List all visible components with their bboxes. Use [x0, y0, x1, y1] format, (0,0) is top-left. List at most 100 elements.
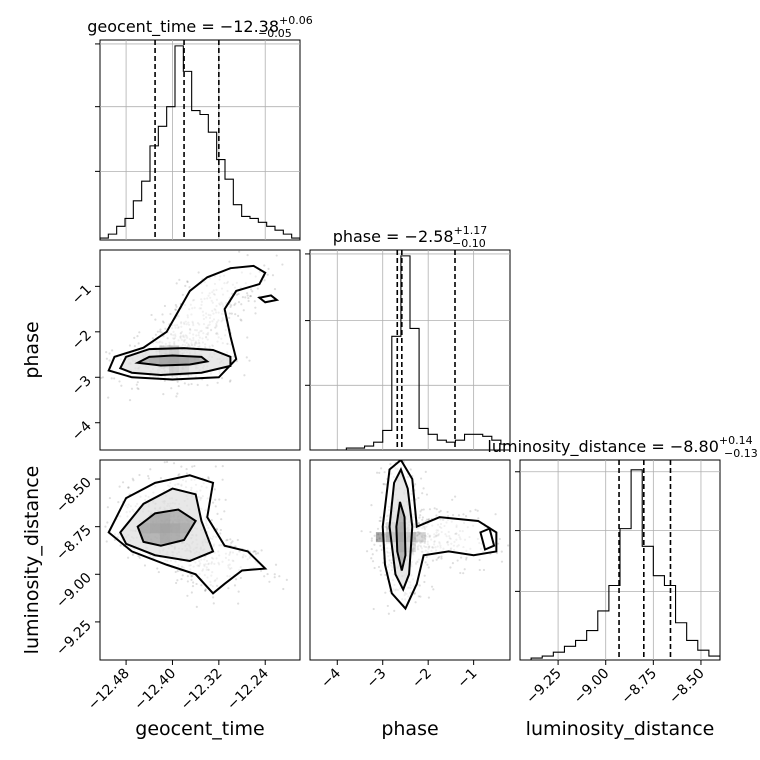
panel-hist-luminosity-distance [515, 459, 721, 661]
sample-point [426, 563, 429, 566]
sample-point [175, 305, 178, 308]
sample-point [500, 560, 504, 563]
sample-point [267, 267, 270, 271]
sample-point [104, 525, 107, 528]
sample-point [254, 550, 257, 553]
sample-point [121, 481, 125, 484]
sample-point [234, 578, 238, 581]
sample-point [421, 492, 424, 495]
sample-point [176, 579, 179, 582]
sample-point [218, 498, 221, 501]
panel-2d-phase-luminosity-distance [360, 457, 510, 615]
sample-point [285, 578, 288, 581]
sample-point [424, 561, 427, 564]
sample-point [190, 382, 193, 386]
sample-point [161, 320, 165, 323]
sample-point [118, 380, 121, 383]
sample-point [237, 602, 240, 605]
sample-point [174, 303, 177, 307]
title-sup: +0.06 [279, 14, 313, 27]
sample-point [186, 280, 189, 284]
sample-point [175, 581, 178, 585]
sample-point [403, 457, 405, 459]
sample-point [463, 568, 466, 571]
sample-point [377, 533, 380, 536]
contour-island [479, 527, 496, 551]
sample-point [130, 387, 134, 390]
sample-point [151, 337, 154, 340]
sample-point [248, 359, 251, 362]
title-sup: +0.14 [719, 434, 753, 447]
sample-point [437, 556, 440, 560]
sample-point [177, 474, 180, 477]
sample-point [378, 519, 381, 523]
sample-point [268, 580, 271, 583]
sample-point [253, 300, 256, 303]
sample-point [110, 377, 113, 380]
sample-point [108, 352, 111, 355]
sample-point [383, 471, 386, 474]
sample-point [438, 510, 441, 514]
sample-point [229, 379, 232, 382]
sample-point [273, 288, 277, 291]
sample-point [161, 313, 164, 316]
sample-point [105, 540, 108, 543]
sample-point [379, 516, 382, 519]
title-luminosity-distance: luminosity_distance = −8.80+0.14 [487, 434, 752, 457]
sample-point [246, 336, 249, 339]
sample-point [377, 565, 381, 569]
sample-point [160, 331, 163, 334]
sample-point [216, 381, 219, 384]
sample-point [175, 395, 178, 398]
sample-point [464, 515, 468, 518]
sample-point [419, 477, 423, 480]
sample-point [372, 607, 375, 611]
sample-point [207, 477, 210, 480]
contour-inner [136, 508, 198, 547]
sample-point [186, 280, 189, 283]
sample-point [254, 552, 258, 556]
title-sup: +1.17 [454, 224, 488, 237]
sample-point [237, 590, 240, 593]
sample-point [380, 491, 384, 494]
x-tick-label: −12.48 [85, 666, 133, 714]
x-tick-label: −8.75 [619, 666, 661, 708]
sample-point [174, 308, 178, 311]
sample-point [435, 514, 438, 517]
sample-point [131, 477, 134, 480]
sample-point [451, 498, 454, 501]
y-tick-label: −4 [69, 418, 95, 444]
sample-point [370, 557, 373, 560]
sample-point [210, 518, 213, 522]
histogram-geocent-time [100, 45, 300, 240]
sample-point [186, 580, 189, 583]
contour-lines [381, 460, 498, 611]
sample-point [413, 592, 416, 596]
sample-point [422, 508, 425, 511]
sample-point [240, 319, 243, 322]
sample-point [245, 292, 249, 295]
contour-inner [134, 354, 210, 367]
sample-point [200, 584, 203, 587]
y-tick-label: −8.75 [53, 522, 95, 564]
sample-point [451, 513, 455, 517]
sample-point [162, 393, 165, 396]
sample-point [138, 473, 141, 477]
sample-point [240, 303, 243, 306]
sample-point [380, 548, 383, 551]
sample-point [421, 518, 424, 521]
sample-point [273, 576, 276, 579]
sample-point [185, 467, 188, 471]
sample-point [138, 556, 141, 559]
sample-point [375, 549, 378, 552]
sample-point [169, 312, 172, 316]
sample-point [254, 306, 257, 309]
sample-point [197, 271, 200, 274]
sample-point [382, 482, 385, 486]
sample-point [423, 574, 426, 577]
sample-point [164, 327, 167, 330]
sample-point [246, 294, 249, 297]
sample-point [176, 570, 179, 573]
title-phase: phase = −2.58+1.17 [333, 224, 488, 246]
grid [100, 40, 300, 240]
